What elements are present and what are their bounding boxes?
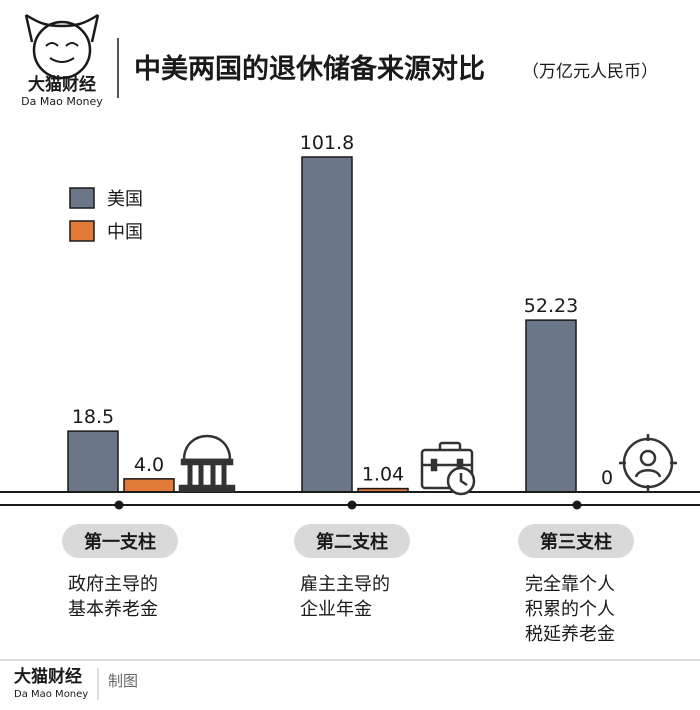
bar-cn-1 [123, 478, 175, 493]
government-building-icon [178, 434, 236, 493]
legend-label-cn: 中国 [107, 222, 143, 243]
value-label-us-1: 18.5 [72, 406, 114, 428]
person-target-icon [619, 434, 677, 492]
category-pill-2: 第二支柱 [294, 524, 410, 558]
chart-unit: （万亿元人民币） [522, 62, 658, 82]
category-2-desc-line-2: 企业年金 [300, 599, 372, 620]
brand-name: 大猫财经 [28, 74, 96, 95]
footer-brand-name: 大猫财经 [14, 666, 82, 687]
category-3-desc-line-2: 积累的个人 [525, 599, 615, 620]
category-1-desc-line-1: 政府主导的 [68, 574, 158, 595]
footer-brand-subtitle: Da Mao Money [14, 689, 88, 700]
bars-layer: 18.5 101.8 52.23 4.0 1.04 0 [67, 132, 613, 493]
brand-subtitle: Da Mao Money [21, 95, 103, 108]
category-1-desc-line-2: 基本养老金 [68, 599, 158, 620]
briefcase-clock-icon [420, 441, 476, 496]
value-label-cn-2: 1.04 [362, 464, 404, 486]
bar-us-3 [525, 319, 577, 493]
category-3-desc-line-3: 税延养老金 [525, 624, 615, 645]
category-2-desc-line-1: 雇主主导的 [300, 574, 390, 595]
bar-us-2 [301, 156, 353, 493]
value-label-us-2: 101.8 [300, 132, 354, 154]
category-pill-3: 第三支柱 [518, 524, 634, 558]
legend-swatch-us [69, 187, 95, 209]
legend: 美国 中国 [69, 187, 143, 243]
bar-us-1 [67, 430, 119, 493]
footer-made-label: 制图 [108, 672, 138, 690]
category-3-desc-line-1: 完全靠个人 [525, 574, 615, 595]
category-label-3: 第三支柱 [540, 531, 612, 553]
legend-label-us: 美国 [107, 189, 143, 210]
category-label-2: 第二支柱 [316, 531, 388, 553]
chart-title: 中美两国的退休储备来源对比 [134, 53, 485, 85]
value-label-cn-1: 4.0 [134, 454, 164, 476]
category-label-1: 第一支柱 [84, 531, 156, 553]
value-label-us-3: 52.23 [524, 295, 578, 317]
legend-swatch-cn [69, 220, 95, 242]
category-pill-1: 第一支柱 [62, 524, 178, 558]
brand-logo: 大猫财经 Da Mao Money [21, 13, 103, 108]
value-label-cn-3: 0 [601, 467, 613, 489]
